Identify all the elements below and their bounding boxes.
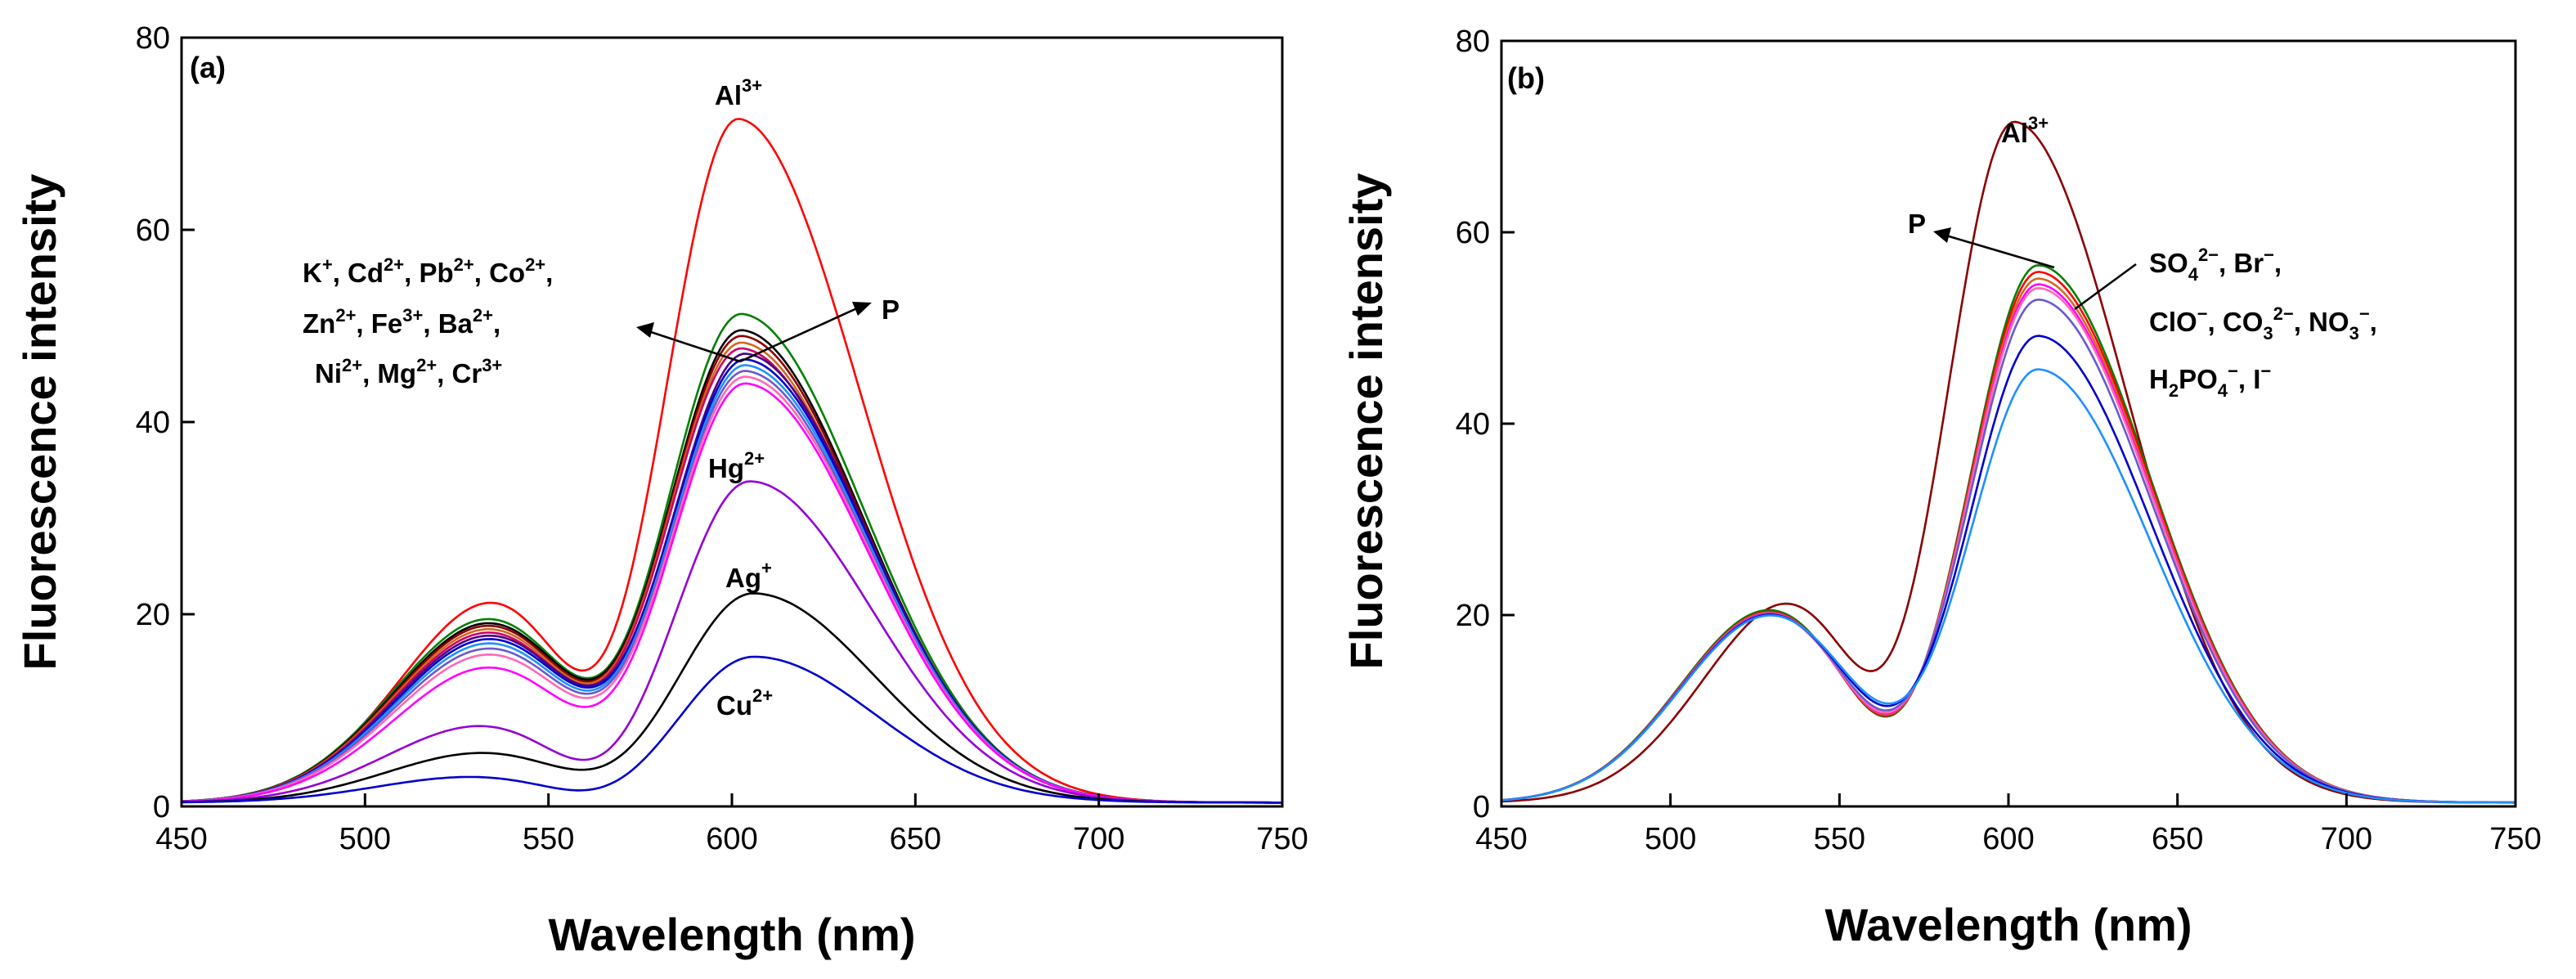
interfering-ions-label-a: K+, Cd2+, Pb2+, Co2+, Zn2+, Fe3+, Ba2+, … [303,254,553,388]
anion-line1: SO42−, Br−, [2149,245,2282,285]
series-line-a-14 [182,655,1282,804]
annotation-p-a: P [882,294,900,325]
series-line-a-12 [181,480,1282,804]
y-tick-label-b-0: 0 [1473,790,1490,824]
y-tick-label-a-1: 20 [136,598,170,632]
x-tick-label-a-5: 700 [1073,822,1124,856]
y-tick-label-b-2: 40 [1456,407,1490,442]
x-tick-label-b-0: 450 [1475,822,1527,856]
arrow-to-ions-a [648,330,741,363]
interfering-ions-line2: Zn2+, Fe3+, Ba2+, [303,305,500,339]
series-line-b-4 [1501,283,2516,804]
series-line-b-3 [1501,277,2516,804]
annotation-p-b: P [1908,209,1926,239]
y-tick-label-b-4: 80 [1456,25,1490,59]
annotation-al-a: Al3+ [715,75,762,110]
series-line-b-5 [1501,286,2516,804]
y-tick-label-a-3: 60 [136,213,170,248]
x-tick-label-b-4: 650 [2152,822,2203,856]
panel-label-a: (a) [190,51,226,84]
y-axis-title-a: Fluorescence intensity [14,174,65,671]
x-tick-label-b-3: 600 [1982,822,2034,856]
panel-a: 450 500 550 600 650 700 750 0 20 40 60 80 (a) Wavel… [14,21,1308,960]
y-axis-title-b: Fluorescence intensity [1340,173,1392,670]
y-tick-label-a-0: 0 [153,790,170,824]
anion-line2: ClO−, CO32−, NO3−, [2149,303,2377,344]
anion-label-b: SO42−, Br−, ClO−, CO32−, NO3−, H2PO4−, I… [2149,245,2377,401]
panel-label-b: (b) [1507,61,1545,95]
arrow-head-ions-a [636,322,654,338]
annotation-al-b: Al3+ [2001,113,2049,148]
x-tick-label-a-4: 650 [890,822,941,856]
x-tick-label-b-1: 500 [1645,822,1696,856]
x-tick-label-b-6: 750 [2489,822,2541,856]
ticks-a: 450 500 550 600 650 700 750 0 20 40 60 80 [136,21,1308,856]
ticks-b: 450 500 550 600 650 700 750 0 20 40 60 80 [1456,25,2542,856]
arrow-to-anions-b [2074,263,2137,311]
y-tick-label-a-4: 80 [136,21,170,56]
x-tick-label-a-3: 600 [706,822,757,856]
annotation-cu-a: Cu2+ [716,685,773,721]
series-line-a-1 [181,312,1282,804]
x-tick-label-a-6: 750 [1256,822,1308,856]
x-axis-title-b: Wavelength (nm) [1824,899,2192,950]
plot-frame-b [1500,39,2517,808]
annotation-hg-a: Hg2+ [708,448,765,483]
arrow-head-p-b [1933,227,1951,243]
arrow-to-p-a [739,306,859,363]
series-line-b-8 [1501,368,2515,804]
x-axis-title-a: Wavelength (nm) [548,909,915,960]
interfering-ions-line3: Ni2+, Mg2+, Cr3+ [315,355,502,388]
interfering-ions-line1: K+, Cd2+, Pb2+, Co2+, [303,254,553,288]
annotation-ag-a: Ag+ [725,558,772,593]
curves-b [1501,120,2516,804]
series-line-b-0 [1501,120,2515,804]
y-tick-label-b-1: 20 [1456,599,1490,633]
y-tick-label-b-3: 60 [1456,216,1490,250]
x-tick-label-a-2: 550 [523,822,574,856]
arrow-head-p-a [852,302,872,316]
anion-line3: H2PO4−, I− [2149,361,2271,401]
x-tick-label-b-5: 700 [2321,822,2372,856]
y-tick-label-a-2: 40 [136,406,170,440]
x-tick-label-b-2: 550 [1814,822,1865,856]
x-tick-label-a-0: 450 [155,822,207,856]
arrow-to-p-b [1945,234,2055,269]
x-tick-label-a-1: 500 [339,822,391,856]
panel-b: 450 500 550 600 650 700 750 0 20 40 60 80 (b) Wavel… [1340,25,2542,950]
